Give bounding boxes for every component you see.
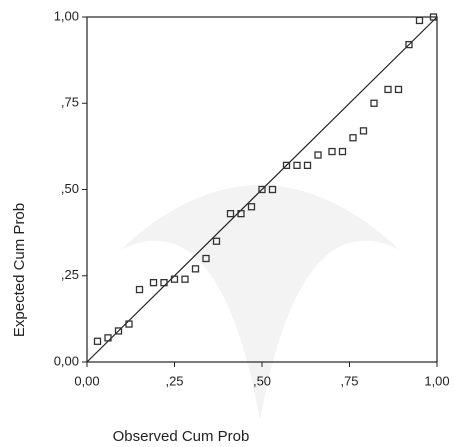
y-tick-label: ,75 <box>61 95 79 110</box>
point <box>160 278 168 287</box>
point <box>212 237 221 245</box>
point <box>349 134 357 142</box>
x-axis-label: Observed Cum Prob <box>113 428 250 445</box>
y-tick-label: 1,00 <box>54 8 79 23</box>
point <box>125 320 133 328</box>
point <box>149 278 158 287</box>
point <box>359 127 368 135</box>
point <box>93 337 102 345</box>
point <box>293 161 301 170</box>
watermark <box>120 185 400 420</box>
y-axis-label: Expected Cum Prob <box>11 203 28 337</box>
point <box>258 185 266 194</box>
reference-line <box>86 16 438 363</box>
point <box>370 99 378 107</box>
point <box>247 203 256 211</box>
y-tick-label: ,50 <box>61 181 79 196</box>
x-tick-label: ,50 <box>253 373 271 388</box>
x-tick-label: 1,00 <box>424 373 449 388</box>
point <box>191 265 200 273</box>
point <box>135 285 144 294</box>
point <box>405 40 413 49</box>
point <box>303 161 312 170</box>
point <box>181 275 189 283</box>
x-tick-label: ,25 <box>165 373 183 388</box>
point <box>226 209 235 218</box>
point <box>202 254 210 263</box>
point <box>314 151 322 159</box>
point <box>328 147 336 156</box>
y-tick-label: ,25 <box>61 267 79 282</box>
point <box>282 161 291 170</box>
point <box>338 147 347 156</box>
x-tick-label: 0,00 <box>74 373 99 388</box>
point <box>268 185 277 194</box>
x-tick-label: ,75 <box>340 373 358 388</box>
point <box>429 13 438 21</box>
point <box>384 85 392 94</box>
point <box>394 85 403 94</box>
y-tick-label: 0,00 <box>54 353 79 368</box>
point <box>104 334 112 342</box>
point <box>114 327 123 335</box>
point <box>237 209 245 218</box>
point <box>170 275 179 283</box>
point <box>415 16 424 25</box>
